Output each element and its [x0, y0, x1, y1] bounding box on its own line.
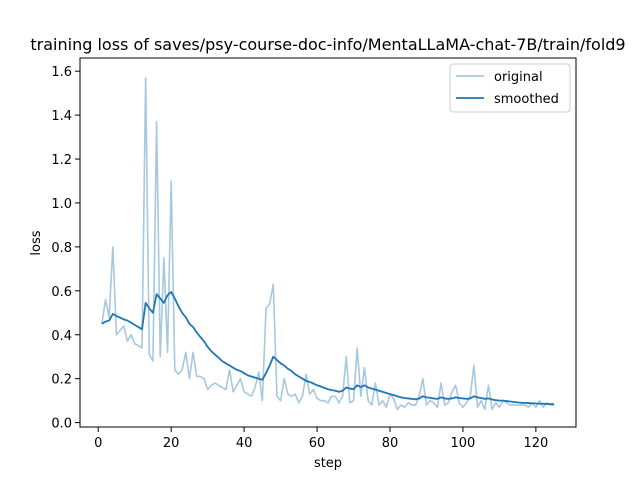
- y-axis: 0.0 0.2 0.4 0.6 0.8 1.0 1.2 1.4 1.6: [51, 65, 80, 432]
- y-tick-label: 0.2: [51, 373, 72, 388]
- x-tick-label: 40: [236, 436, 253, 451]
- x-tick-label: 120: [523, 436, 548, 451]
- x-tick-label: 20: [163, 436, 180, 451]
- y-tick-label: 1.0: [51, 197, 72, 212]
- legend: original smoothed: [449, 63, 571, 113]
- y-tick-label: 1.2: [51, 153, 72, 168]
- chart-title: training loss of saves/psy-course-doc-in…: [30, 35, 625, 54]
- y-tick-label: 0.0: [51, 417, 72, 432]
- y-tick-label: 1.6: [51, 65, 72, 80]
- y-tick-label: 0.8: [51, 241, 72, 256]
- x-tick-label: 100: [451, 436, 476, 451]
- series-line-original: [101, 76, 555, 411]
- plot-frame: [79, 57, 577, 428]
- x-tick-label: 60: [309, 436, 326, 451]
- legend-original-label: original: [494, 70, 543, 85]
- plot-area: [101, 76, 555, 411]
- y-tick-label: 1.4: [51, 109, 72, 124]
- y-axis-label: loss: [29, 230, 44, 255]
- x-axis-label: step: [314, 456, 342, 471]
- y-tick-label: 0.4: [51, 329, 72, 344]
- series-line-smoothed: [101, 291, 555, 406]
- x-tick-label: 0: [94, 436, 102, 451]
- y-tick-label: 0.6: [51, 285, 72, 300]
- legend-smoothed-label: smoothed: [494, 92, 559, 107]
- x-axis: 0 20 40 60 80 100 120: [94, 427, 548, 451]
- x-tick-label: 80: [382, 436, 399, 451]
